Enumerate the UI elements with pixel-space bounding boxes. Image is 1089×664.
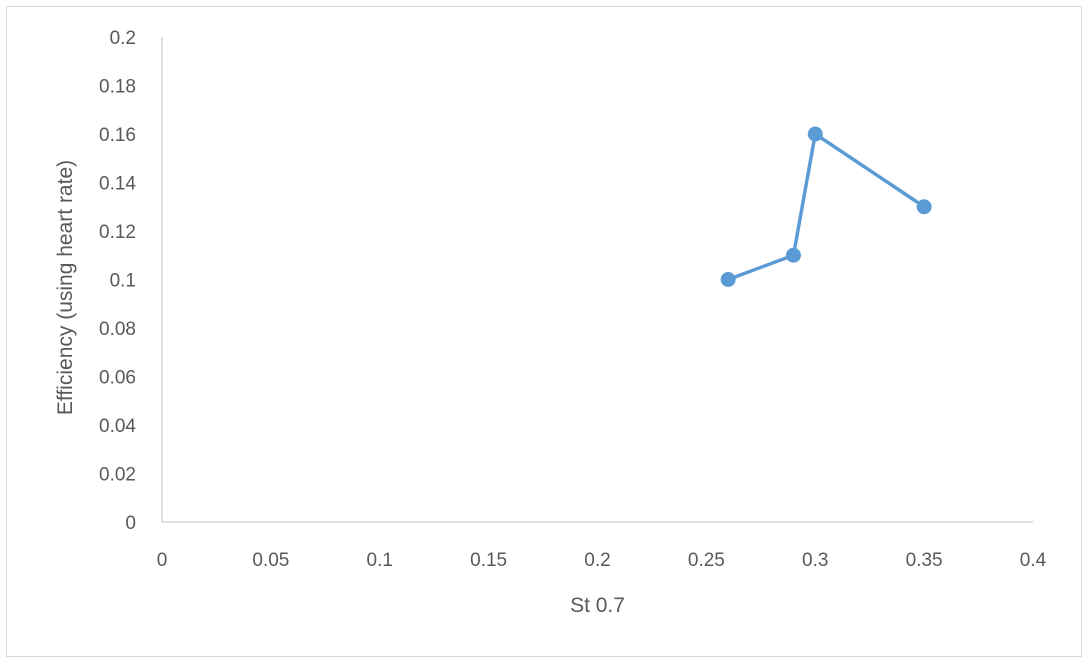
x-tick-labels: 0 0.05 0.1 0.15 0.2 0.25 0.3 0.35 0.4 bbox=[157, 550, 1047, 571]
x-tick-label: 0.15 bbox=[470, 550, 507, 571]
series-layer bbox=[720, 126, 932, 287]
y-tick-labels: 0 0.02 0.04 0.06 0.08 0.1 0.12 0.14 0.16 0.18 0.2 bbox=[99, 28, 136, 534]
data-point-marker bbox=[807, 126, 823, 142]
y-tick-label: 0.08 bbox=[99, 319, 136, 340]
x-tick-label: 0.1 bbox=[367, 550, 393, 571]
y-axis-title: Efficiency (using heart rate) bbox=[54, 160, 77, 415]
y-tick-label: 0.2 bbox=[110, 28, 136, 49]
axes bbox=[161, 37, 1033, 523]
x-tick-label: 0.35 bbox=[906, 550, 943, 571]
y-tick-label: 0.14 bbox=[99, 174, 136, 195]
data-point-marker bbox=[785, 247, 801, 263]
x-tick-label: 0.25 bbox=[688, 550, 725, 571]
y-tick-label: 0.12 bbox=[99, 222, 136, 243]
x-tick-label: 0.05 bbox=[252, 550, 289, 571]
y-tick-label: 0 bbox=[125, 513, 136, 534]
y-tick-label: 0.18 bbox=[99, 77, 136, 98]
x-axis-title: St 0.7 bbox=[570, 594, 625, 617]
y-tick-label: 0.02 bbox=[99, 465, 136, 486]
x-tick-label: 0 bbox=[157, 550, 168, 571]
data-point-marker bbox=[916, 199, 932, 215]
x-tick-label: 0.4 bbox=[1020, 550, 1047, 571]
y-tick-label: 0.04 bbox=[99, 416, 136, 437]
chart-frame bbox=[6, 6, 1082, 657]
series-line bbox=[726, 132, 926, 282]
data-point-marker bbox=[720, 272, 736, 287]
y-tick-label: 0.06 bbox=[99, 368, 136, 389]
x-tick-label: 0.3 bbox=[802, 550, 828, 571]
y-tick-label: 0.1 bbox=[110, 271, 136, 292]
y-tick-label: 0.16 bbox=[99, 125, 136, 146]
x-tick-label: 0.2 bbox=[584, 550, 610, 571]
